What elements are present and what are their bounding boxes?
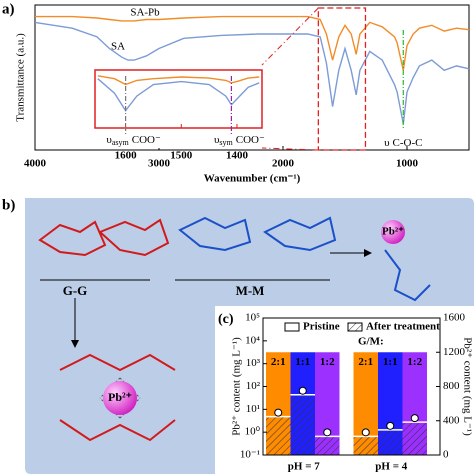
series-line [97, 78, 260, 112]
ion-label: Pb²⁺ [108, 390, 132, 404]
ion-label: Pb²⁺ [382, 226, 404, 238]
bar-after-hatch [315, 436, 340, 455]
y-tick-label: 10⁻¹ [240, 449, 260, 461]
bar-after-hatch [378, 429, 403, 455]
zoom-box [317, 7, 367, 151]
panel-label: b) [2, 197, 15, 213]
plot-frame [94, 69, 263, 129]
bar-after-hatch [402, 422, 427, 455]
y-tick-label: 10² [246, 380, 261, 392]
y2-tick-label: 800 [443, 380, 460, 392]
legend-swatch [347, 322, 363, 332]
bar-after-hatch [290, 394, 315, 455]
panel-c-background [215, 306, 474, 474]
annotation-symbol: υ [106, 134, 112, 146]
x-tick-label: 1400 [226, 150, 249, 162]
zoom-connector [261, 147, 319, 151]
y-tick-label: 10³ [246, 357, 261, 369]
annotation: υ C-O-C [384, 137, 422, 149]
molecule-sketch [38, 216, 431, 442]
legend-title: G/M: [358, 336, 384, 348]
point [361, 428, 370, 437]
legend-swatch [284, 322, 300, 332]
y2-axis-label: Pb²⁺ content (mg L⁻¹) [461, 337, 473, 436]
y2-tick-label: 1600 [443, 312, 466, 324]
x-tick-label: 3000 [148, 158, 171, 170]
annotation-symbol: υ [214, 134, 220, 146]
ion [103, 381, 137, 415]
x-axis-label: Wavenumber (cm⁻¹) [204, 173, 301, 185]
series-label: SA [111, 41, 125, 53]
annotation-text: COO⁻ [236, 134, 265, 146]
ratio-label: 1:2 [407, 356, 422, 368]
series-label: SA-Pb [130, 7, 160, 19]
panel-b-background [25, 198, 474, 474]
annotation: υasym COO⁻ [106, 134, 161, 147]
diagram-label: M-M [236, 283, 265, 298]
ratio-label: 1:1 [295, 356, 310, 368]
annotation-sub: sym [219, 138, 233, 147]
y2-tick-label: 0 [443, 449, 449, 461]
series-line [35, 15, 470, 71]
arrow-head [364, 249, 372, 257]
point [386, 421, 395, 430]
annotation-text: C-O-C [393, 137, 423, 149]
x-tick-label: 1600 [115, 150, 138, 162]
legend-label: Pristine [303, 321, 340, 333]
y-axis-label: Transmittance (a.u.) [15, 33, 27, 122]
series-line [34, 21, 470, 125]
x-tick-label: 1000 [396, 158, 419, 170]
ratio-label: 1:2 [320, 356, 335, 368]
annotation-sub: asym [112, 138, 130, 147]
y-tick-label: 10¹ [246, 403, 260, 415]
y2-tick-label: 1200 [443, 346, 466, 358]
point [410, 414, 419, 423]
ion [381, 220, 405, 244]
bar-after-hatch [353, 436, 378, 455]
point [323, 428, 332, 437]
point [298, 386, 307, 395]
plot-frame [34, 4, 470, 151]
legend-label: After treatment [366, 321, 440, 333]
x-tick-label: 4000 [24, 158, 47, 170]
annotation-text: COO⁻ [132, 134, 161, 146]
annotation: υsym COO⁻ [214, 134, 265, 147]
x-tick-label: pH = 4 [375, 461, 407, 473]
ratio-label: 1:1 [383, 356, 398, 368]
x-tick-label: pH = 7 [288, 461, 320, 473]
y-axis-label: Pb²⁺ content (mg L⁻¹) [231, 337, 243, 436]
y-tick-label: 10⁵ [245, 312, 260, 324]
panel-label: a) [2, 1, 15, 17]
y2-tick-label: 400 [443, 414, 460, 426]
bar-after-hatch [266, 416, 291, 455]
ratio-label: 2:1 [358, 356, 373, 368]
y-tick-label: 10⁴ [245, 334, 260, 346]
arrow-head [71, 340, 79, 348]
zoom-connector [261, 7, 319, 66]
series-line [97, 75, 260, 86]
annotation-symbol: υ [384, 137, 390, 149]
y-tick-label: 10⁰ [245, 426, 261, 438]
x-tick-label: 1500 [170, 150, 193, 162]
panel-label: (c) [218, 312, 234, 327]
ratio-label: 2:1 [271, 356, 286, 368]
diagram-label: G-G [63, 283, 88, 298]
point [274, 408, 283, 417]
x-tick-label: 2000 [272, 158, 295, 170]
